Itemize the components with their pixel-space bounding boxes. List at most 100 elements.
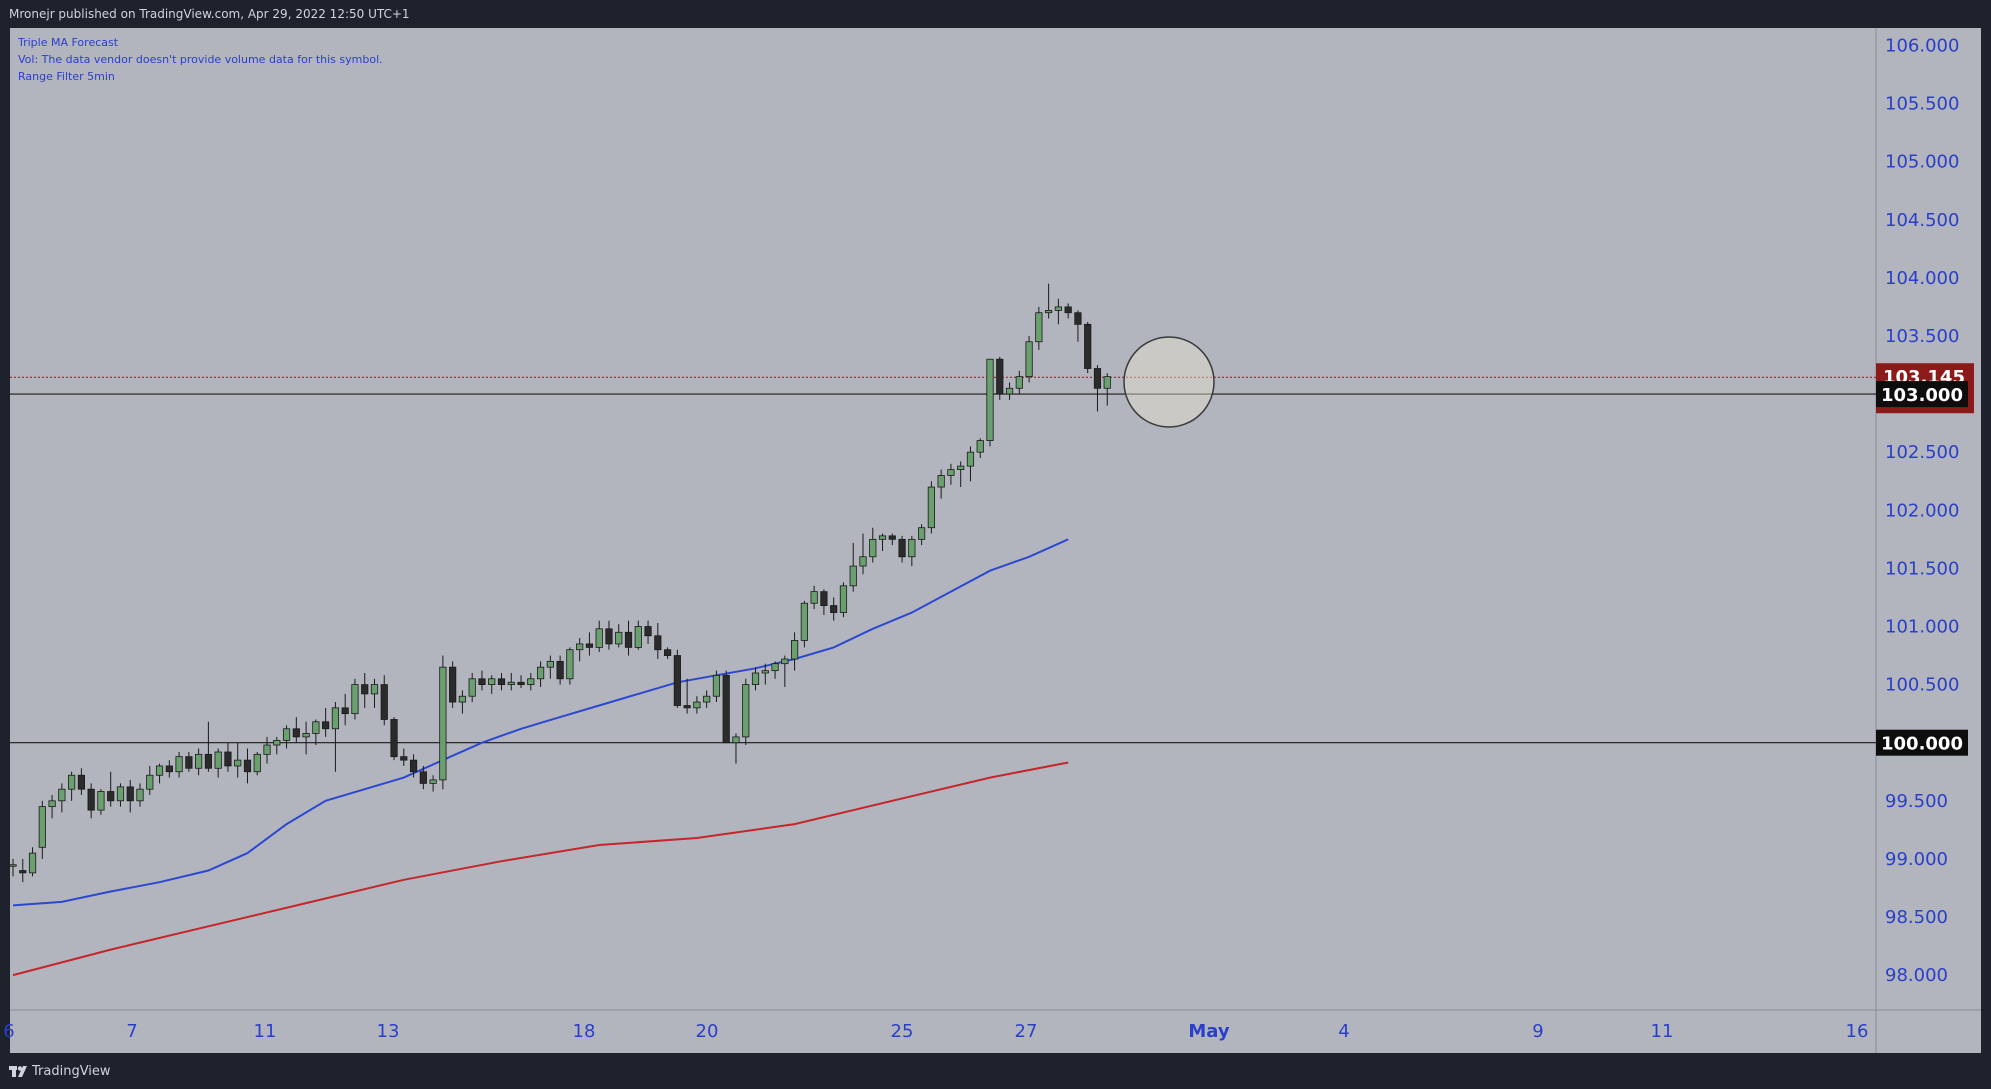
candle-body-up bbox=[458, 695, 467, 703]
candle-body-down bbox=[1064, 306, 1072, 314]
legend-volume[interactable]: Vol: The data vendor doesn't provide vol… bbox=[18, 53, 383, 66]
x-tick-label: 13 bbox=[377, 1021, 400, 1042]
candle-body-down bbox=[654, 635, 662, 651]
candle-body-up bbox=[908, 538, 916, 558]
candle bbox=[263, 736, 271, 764]
candle-body-down bbox=[830, 605, 838, 613]
candle-body-up bbox=[781, 658, 789, 665]
y-tick-label: 102.500 bbox=[1885, 442, 1959, 463]
candle bbox=[322, 707, 330, 737]
candle bbox=[888, 533, 896, 546]
candle bbox=[634, 620, 642, 650]
candle-body-up bbox=[918, 527, 926, 540]
candle-body-down bbox=[87, 788, 95, 811]
candle-body-up bbox=[703, 695, 711, 703]
level-label-bg bbox=[1876, 381, 1968, 408]
candle-body-down bbox=[204, 753, 212, 769]
candle bbox=[937, 469, 945, 499]
y-tick-label: 101.500 bbox=[1885, 558, 1959, 579]
tradingview-logo[interactable]: TradingView bbox=[9, 1064, 111, 1079]
candle-body-down bbox=[449, 666, 457, 703]
candle-body-down bbox=[722, 674, 730, 744]
candle bbox=[48, 795, 56, 819]
candle-body-down bbox=[1074, 312, 1082, 325]
candle bbox=[1084, 322, 1092, 374]
candle bbox=[175, 752, 183, 778]
candle-body-up bbox=[566, 649, 574, 680]
time-axis-area[interactable] bbox=[10, 1010, 1981, 1053]
candle-body-up bbox=[146, 774, 154, 790]
candle bbox=[859, 533, 867, 575]
candle bbox=[722, 670, 730, 744]
candle bbox=[605, 620, 613, 650]
candle bbox=[97, 789, 105, 815]
candle-body-down bbox=[478, 678, 486, 686]
y-tick-label: 105.500 bbox=[1885, 94, 1959, 115]
candle bbox=[234, 742, 242, 778]
candle bbox=[839, 582, 848, 618]
candle bbox=[449, 661, 457, 708]
candle bbox=[9, 858, 17, 877]
candle-body-down bbox=[400, 756, 408, 761]
candle-body-up bbox=[1054, 306, 1062, 311]
ma-slow-line bbox=[12, 761, 1069, 977]
candle bbox=[282, 725, 291, 749]
tradingview-brand-text: TradingView bbox=[32, 1064, 111, 1079]
x-tick-label: 16 bbox=[1846, 1021, 1869, 1042]
candle-body-up bbox=[370, 684, 379, 695]
candle bbox=[820, 589, 828, 615]
candle bbox=[1005, 382, 1014, 400]
candle bbox=[791, 632, 799, 671]
candle-body-up bbox=[175, 756, 183, 773]
candle bbox=[654, 623, 662, 660]
candles bbox=[9, 283, 1111, 883]
candle-body-up bbox=[761, 670, 769, 674]
candle-body-up bbox=[1025, 341, 1033, 378]
candle bbox=[331, 702, 340, 772]
candle-body-down bbox=[517, 681, 525, 686]
candle bbox=[927, 481, 935, 534]
candle-body-up bbox=[810, 591, 818, 604]
candle bbox=[1103, 373, 1111, 406]
candle bbox=[87, 783, 95, 819]
candle-body-up bbox=[429, 779, 437, 784]
x-tick-label: May bbox=[1188, 1021, 1230, 1042]
candle-body-down bbox=[19, 870, 27, 874]
candle bbox=[556, 655, 564, 685]
candle bbox=[507, 672, 515, 691]
x-tick-label: 7 bbox=[126, 1021, 137, 1042]
candle bbox=[918, 524, 926, 546]
x-tick-label: 18 bbox=[573, 1021, 596, 1042]
x-tick-label: 9 bbox=[1532, 1021, 1543, 1042]
candle bbox=[966, 446, 975, 482]
candle-body-up bbox=[595, 628, 603, 648]
candle bbox=[595, 620, 603, 653]
candle-body-up bbox=[1005, 387, 1014, 395]
candle bbox=[536, 661, 545, 687]
candle bbox=[107, 771, 115, 807]
candle-body-down bbox=[1093, 368, 1102, 389]
moving-averages bbox=[12, 538, 1069, 977]
candle-body-down bbox=[585, 643, 594, 648]
candle-body-up bbox=[351, 684, 359, 715]
candle bbox=[576, 638, 584, 662]
candle bbox=[478, 670, 486, 691]
candle-body-up bbox=[986, 358, 994, 441]
publish-header: Mronejr published on TradingView.com, Ap… bbox=[0, 0, 1991, 28]
candle bbox=[566, 647, 574, 685]
candle bbox=[58, 783, 66, 813]
candle bbox=[908, 535, 916, 567]
candle bbox=[1064, 303, 1072, 319]
candle-body-up bbox=[693, 701, 701, 709]
candle-body-down bbox=[419, 771, 427, 784]
legend-triple-ma[interactable]: Triple MA Forecast bbox=[18, 36, 119, 49]
candle bbox=[497, 672, 506, 691]
price-axis-area[interactable] bbox=[1876, 28, 1981, 1010]
candle bbox=[1035, 306, 1043, 350]
highlight-circle bbox=[1123, 336, 1215, 428]
candle bbox=[468, 672, 476, 703]
x-tick-label: 6 bbox=[3, 1021, 14, 1042]
candle-body-up bbox=[957, 465, 965, 471]
legend-range-filter[interactable]: Range Filter 5min bbox=[18, 70, 115, 83]
